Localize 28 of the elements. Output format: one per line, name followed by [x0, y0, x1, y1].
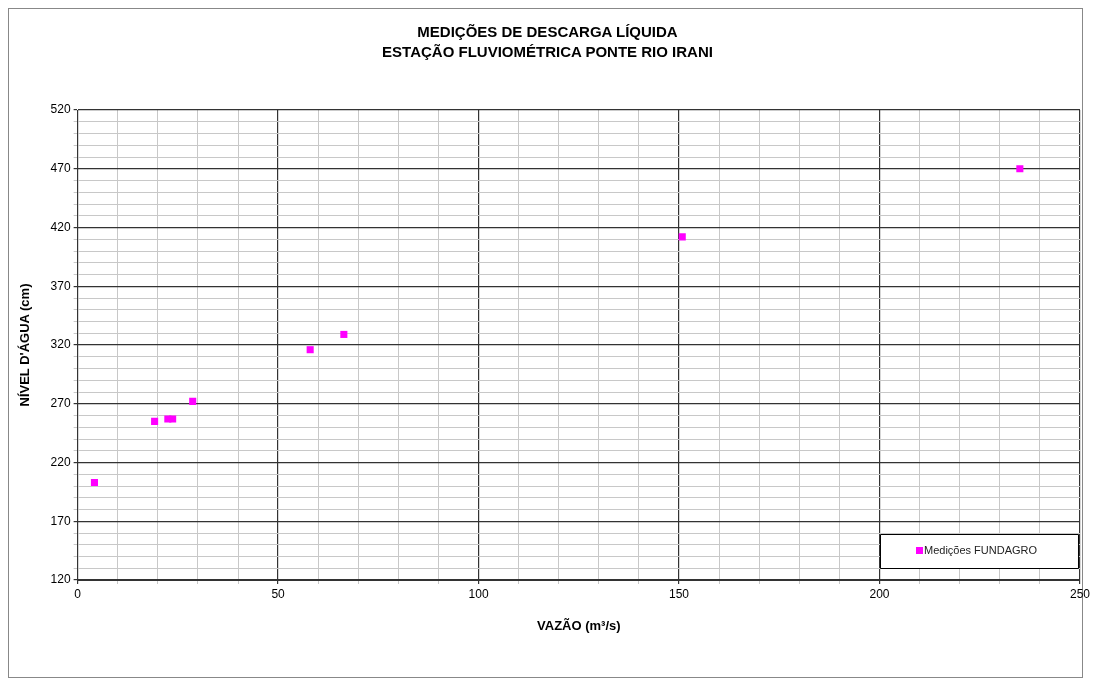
point — [90, 478, 98, 487]
point — [151, 417, 159, 425]
y-tick-label: 120 — [50, 572, 71, 587]
y-tick-label: 320 — [50, 337, 71, 352]
y-tick-label: 270 — [50, 396, 71, 411]
chart-subtitle: ESTAÇÃO FLUVIOMÉTRICA PONTE RIO IRANI — [382, 43, 713, 61]
point — [169, 415, 177, 423]
x-tick-label: 250 — [1069, 586, 1091, 601]
x-tick-label: 200 — [869, 586, 890, 601]
point — [306, 346, 314, 354]
y-tick-label: 170 — [50, 513, 71, 528]
y-tick-label: 520 — [50, 102, 71, 117]
chart-title: MEDIÇÕES DE DESCARGA LÍQUIDA — [417, 23, 678, 41]
point — [678, 233, 686, 241]
y-tick-label: 470 — [50, 161, 71, 176]
x-tick-label: 0 — [74, 586, 82, 601]
x-tick-label: 150 — [669, 586, 690, 601]
legend-label: Medições FUNDAGRO — [923, 544, 1038, 557]
point — [1016, 165, 1024, 173]
y-tick-label: 220 — [50, 454, 71, 469]
y-tick-label: 370 — [50, 278, 71, 293]
point — [189, 397, 197, 405]
y-tick-label: 420 — [50, 219, 71, 234]
x-tick-label: 100 — [468, 586, 489, 601]
point — [340, 330, 348, 338]
y-axis-title: NÍVEL D'ÁGUA (cm) — [17, 283, 33, 407]
x-tick-label: 50 — [271, 586, 286, 601]
x-axis-title: VAZÃO (m³/s) — [537, 617, 621, 633]
